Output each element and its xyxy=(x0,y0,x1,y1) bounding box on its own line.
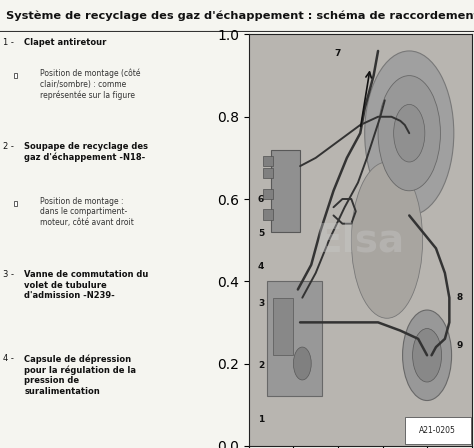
Text: 4 -: 4 - xyxy=(3,354,17,363)
Circle shape xyxy=(293,347,311,380)
Text: 3 -: 3 - xyxy=(3,271,17,280)
Text: Capsule de dépression
pour la régulation de la
pression de
suralimentation: Capsule de dépression pour la régulation… xyxy=(24,354,136,396)
Circle shape xyxy=(393,104,425,162)
Text: Elsa: Elsa xyxy=(316,221,405,259)
Text: 3: 3 xyxy=(258,299,264,308)
Ellipse shape xyxy=(351,162,423,318)
Text: 5: 5 xyxy=(258,229,264,238)
Text: 4: 4 xyxy=(258,263,264,271)
Text: 6: 6 xyxy=(258,194,264,203)
Text: 7: 7 xyxy=(335,48,341,57)
Bar xyxy=(405,417,471,444)
Text: Soupape de recyclage des
gaz d'échappement -N18-: Soupape de recyclage des gaz d'échappeme… xyxy=(24,142,148,163)
Circle shape xyxy=(412,328,442,382)
Circle shape xyxy=(365,51,454,215)
Text: Système de recyclage des gaz d'échappement : schéma de raccordement: Système de recyclage des gaz d'échappeme… xyxy=(6,11,474,22)
Bar xyxy=(271,150,300,232)
Text: 8: 8 xyxy=(456,293,463,302)
Bar xyxy=(264,168,273,178)
Text: A21-0205: A21-0205 xyxy=(419,426,456,435)
Text: Position de montage :
dans le compartiment-
moteur, côté avant droit: Position de montage : dans le compartime… xyxy=(40,197,134,227)
Text: Clapet antiretour: Clapet antiretour xyxy=(24,39,107,47)
Text: 9: 9 xyxy=(456,340,463,349)
Circle shape xyxy=(402,310,452,401)
Bar xyxy=(14,201,18,206)
Text: 2 -: 2 - xyxy=(3,142,17,151)
Circle shape xyxy=(378,76,440,191)
Bar xyxy=(273,298,293,355)
Bar xyxy=(267,281,322,396)
Bar xyxy=(264,189,273,199)
Text: 2: 2 xyxy=(258,361,264,370)
Bar xyxy=(264,209,273,220)
Text: Position de montage (côté
clair/sombre) : comme
représentée sur la figure: Position de montage (côté clair/sombre) … xyxy=(40,69,141,100)
Text: 1: 1 xyxy=(258,414,264,423)
Text: 1 -: 1 - xyxy=(3,39,17,47)
Text: Vanne de commutation du
volet de tubulure
d'admission -N239-: Vanne de commutation du volet de tubulur… xyxy=(24,271,148,300)
Bar xyxy=(264,156,273,166)
Bar xyxy=(14,73,18,78)
